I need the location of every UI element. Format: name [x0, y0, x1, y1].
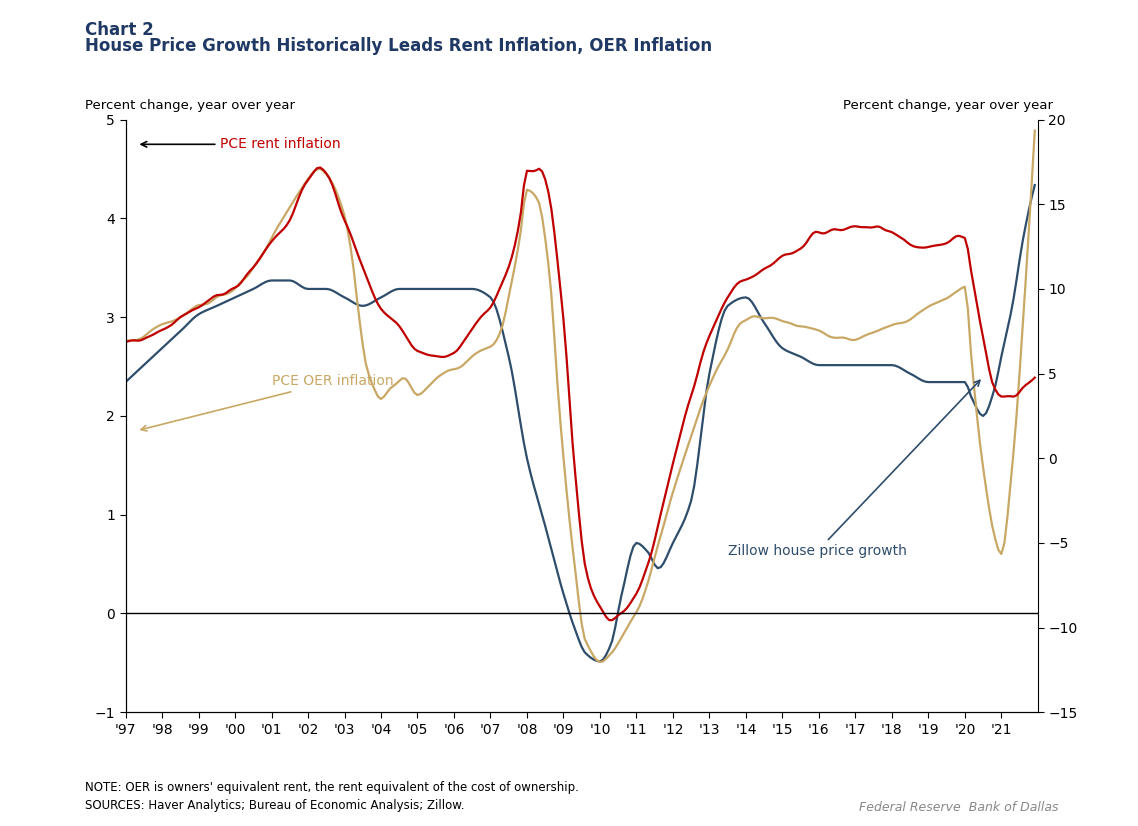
Text: Percent change, year over year: Percent change, year over year	[842, 98, 1053, 112]
Text: NOTE: OER is owners' equivalent rent, the rent equivalent of the cost of ownersh: NOTE: OER is owners' equivalent rent, th…	[85, 781, 579, 812]
Text: PCE OER inflation: PCE OER inflation	[141, 374, 393, 431]
Text: Percent change, year over year: Percent change, year over year	[85, 98, 296, 112]
Text: Chart 2: Chart 2	[85, 21, 154, 39]
Text: Zillow house price growth: Zillow house price growth	[727, 380, 980, 558]
Text: Federal Reserve  Bank of Dallas: Federal Reserve Bank of Dallas	[859, 800, 1058, 814]
Text: PCE rent inflation: PCE rent inflation	[141, 137, 341, 151]
Text: House Price Growth Historically Leads Rent Inflation, OER Inflation: House Price Growth Historically Leads Re…	[85, 37, 712, 55]
